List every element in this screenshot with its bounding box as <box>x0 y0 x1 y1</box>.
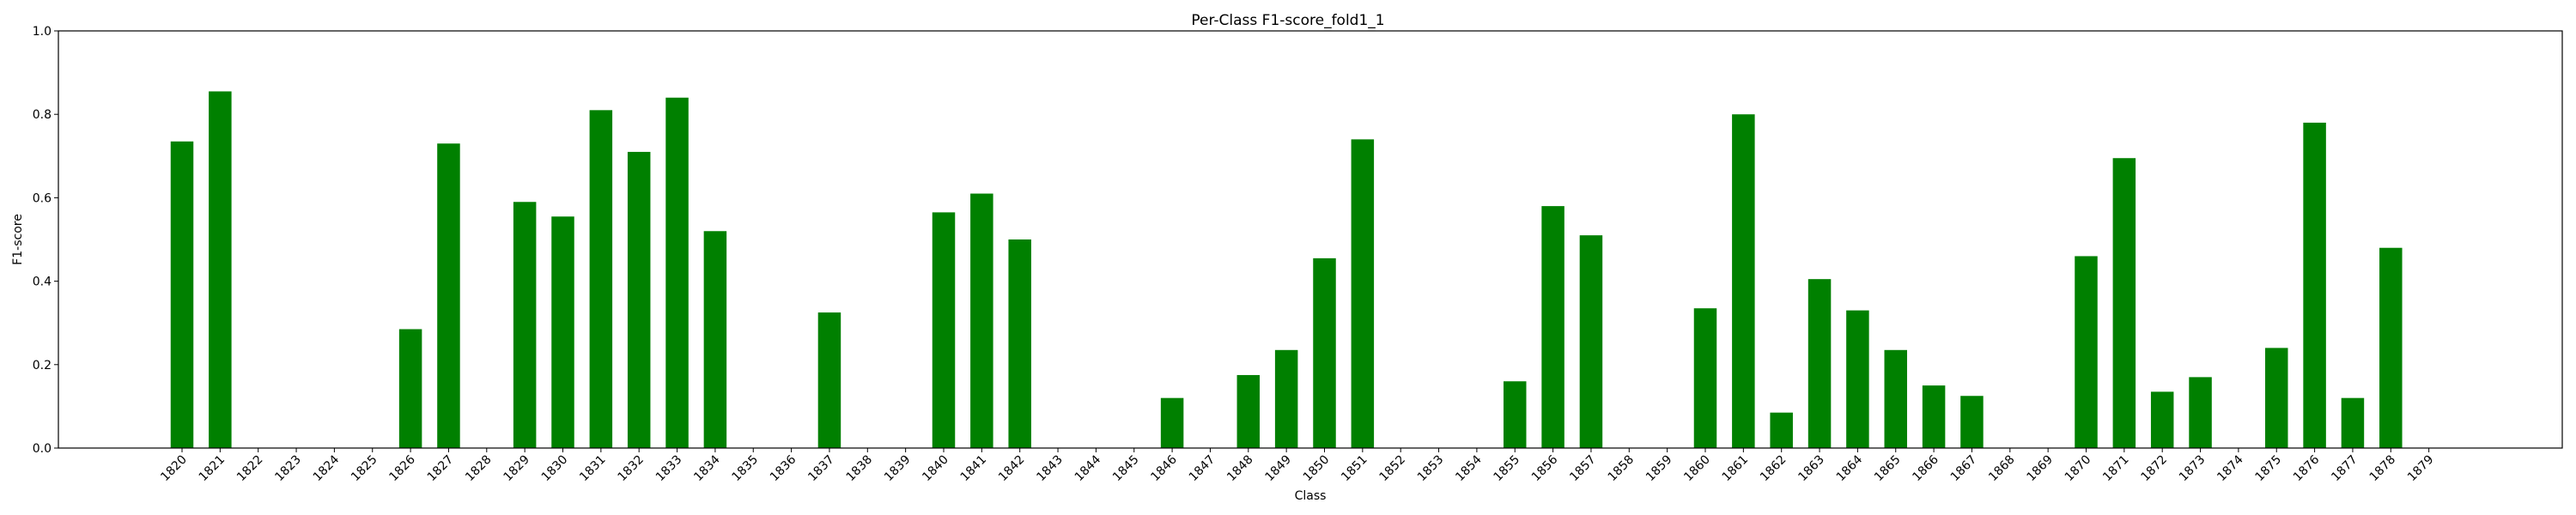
y-axis-label: F1-score <box>11 214 25 265</box>
bar-1842 <box>1008 239 1031 448</box>
bar-1865 <box>1884 349 1907 448</box>
bar-1834 <box>703 231 727 448</box>
y-tick-label-0.2: 0.2 <box>33 359 52 373</box>
bar-1877 <box>2341 397 2365 448</box>
bar-1831 <box>589 110 613 448</box>
bar-1821 <box>209 91 232 448</box>
bar-1856 <box>1541 206 1564 448</box>
bar-1848 <box>1236 374 1261 448</box>
y-axis: 0.0 0.2 0.4 0.6 0.8 1.0 <box>33 25 58 456</box>
bar-1837 <box>817 312 841 448</box>
bar-1864 <box>1846 310 1869 448</box>
bar-1832 <box>627 151 651 448</box>
bar-1871 <box>2112 158 2136 449</box>
bar-1876 <box>2303 122 2326 449</box>
bar-1850 <box>1313 258 1336 448</box>
bar-1867 <box>1960 396 1984 448</box>
bar-1857 <box>1579 235 1603 448</box>
bar-1875 <box>2265 348 2288 448</box>
y-tick-label-0.8: 0.8 <box>33 108 52 122</box>
chart-title: Per-Class F1-score_fold1_1 <box>1191 12 1384 29</box>
bar-1862 <box>1770 412 1793 448</box>
bar-1873 <box>2189 377 2212 448</box>
y-tick-label-0.6: 0.6 <box>33 191 52 205</box>
bar-1872 <box>2150 391 2174 448</box>
plot-frame <box>58 30 2563 449</box>
bar-1863 <box>1807 279 1832 448</box>
bar-1870 <box>2075 256 2098 448</box>
bar-1827 <box>437 143 460 448</box>
bar-1849 <box>1274 349 1298 448</box>
y-tick-label-0.0: 0.0 <box>33 442 52 456</box>
bar-1826 <box>398 329 422 448</box>
y-tick-label-0.4: 0.4 <box>33 276 52 289</box>
bar-1833 <box>665 97 689 448</box>
bar-1841 <box>970 193 993 449</box>
bar-1846 <box>1160 397 1184 448</box>
bar-1830 <box>551 216 574 448</box>
bars-group <box>170 91 2403 449</box>
x-axis-label: Class <box>1295 489 1327 503</box>
bar-1840 <box>932 212 956 448</box>
bar-1861 <box>1732 114 1755 448</box>
bar-1878 <box>2379 247 2403 448</box>
bar-1820 <box>170 141 194 449</box>
bar-1851 <box>1351 139 1375 449</box>
bar-1860 <box>1693 308 1717 448</box>
bar-1866 <box>1922 385 1946 448</box>
y-tick-label-1.0: 1.0 <box>33 25 52 39</box>
bar-1855 <box>1504 381 1527 448</box>
bar-1829 <box>513 202 537 448</box>
